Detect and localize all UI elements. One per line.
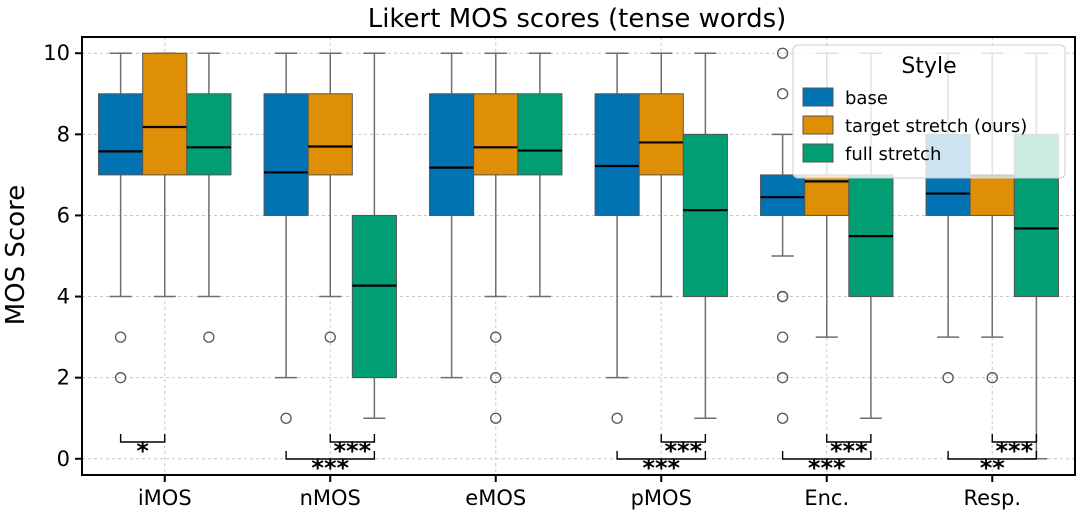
box-group: [517, 52, 563, 298]
box-group: [307, 52, 353, 343]
bracket-line: [781, 451, 872, 460]
box-iqr: [682, 133, 728, 298]
legend-swatch: [802, 143, 834, 163]
box-iqr: [594, 93, 640, 216]
box-series: [98, 47, 1059, 460]
significance-bracket: ***: [991, 434, 1038, 465]
x-tick-label: Enc.: [804, 486, 849, 510]
legend-item: full stretch: [802, 143, 941, 165]
outlier-point: [114, 331, 127, 343]
outlier-point: [776, 372, 789, 384]
y-tick-label: 8: [57, 122, 70, 146]
legend-label: base: [845, 88, 888, 109]
outlier-point: [776, 88, 789, 100]
box-group: [638, 52, 684, 298]
box-iqr: [351, 214, 397, 379]
box-group: [98, 52, 144, 384]
box-iqr: [263, 93, 309, 216]
outlier-point: [776, 290, 789, 303]
y-tick-label: 2: [57, 366, 70, 390]
outlier-point: [114, 372, 127, 384]
bracket-line: [947, 451, 1038, 460]
bracket-line: [616, 451, 707, 460]
box-group: [429, 52, 475, 379]
box-iqr: [517, 93, 563, 176]
box-iqr: [98, 93, 144, 176]
chart-title: Likert MOS scores (tense words): [368, 4, 787, 34]
box-iqr: [760, 174, 806, 216]
outlier-point: [776, 47, 789, 59]
legend-title: Style: [901, 54, 956, 79]
box-iqr: [307, 93, 353, 176]
box-iqr: [429, 93, 475, 216]
legend-item: target stretch (ours): [802, 115, 1027, 137]
y-axis-label: MOS Score: [1, 185, 31, 326]
legend-swatch: [802, 115, 834, 135]
legend-box: [792, 44, 1066, 179]
x-tick-label: eMOS: [465, 486, 526, 510]
outlier-point: [280, 412, 292, 424]
box-group: [682, 52, 728, 419]
box-group: [760, 47, 806, 424]
outlier-point: [490, 372, 502, 384]
significance-label: ***: [664, 437, 702, 465]
box-group: [263, 52, 309, 424]
box-group: [186, 52, 232, 343]
box-group: [594, 52, 640, 424]
bracket-line: [660, 434, 707, 443]
legend: Style base target stretch (ours) full stret…: [792, 44, 1066, 179]
significance-bracket: ***: [616, 451, 707, 482]
box-iqr: [186, 93, 232, 176]
significance-label: ***: [995, 437, 1033, 465]
bracket-line: [285, 451, 376, 460]
box-group: [142, 52, 188, 298]
bracket-line: [119, 434, 166, 443]
legend-swatch: [802, 87, 834, 107]
legend-label: full stretch: [845, 144, 941, 165]
significance-bracket: ***: [826, 434, 872, 465]
significance-label: ***: [830, 437, 868, 465]
box-iqr: [473, 93, 519, 176]
y-tick-label: 6: [57, 203, 70, 227]
bracket-line: [991, 434, 1038, 443]
y-tick-label: 0: [57, 447, 70, 471]
bracket-line: [329, 434, 376, 443]
box-iqr: [969, 174, 1015, 216]
box-iqr: [142, 52, 188, 176]
legend-label: target stretch (ours): [845, 116, 1027, 137]
plot-frame: [81, 36, 1076, 476]
significance-bracket: *: [119, 434, 166, 465]
axes: 0 2 4 6 8 10 iMOS nMOS eMOS pMOS Enc. Resp.: [43, 41, 1021, 510]
y-tick-label: 10: [43, 41, 70, 65]
box-iqr: [638, 93, 684, 176]
x-tick-label: nMOS: [300, 486, 361, 510]
x-tick-label: Resp.: [963, 486, 1021, 510]
outlier-point: [942, 372, 954, 384]
bracket-line: [826, 434, 872, 443]
significance-annotations: * ***********************: [119, 434, 1038, 482]
outlier-point: [324, 331, 336, 343]
y-tick-label: 4: [57, 285, 70, 309]
x-tick-label: iMOS: [138, 486, 192, 510]
outlier-point: [986, 372, 998, 384]
significance-bracket: ***: [660, 434, 707, 465]
x-tick-label: pMOS: [631, 486, 692, 510]
legend-item: base: [802, 87, 888, 109]
significance-bracket: ***: [329, 434, 376, 465]
significance-label: *: [136, 437, 149, 465]
significance-label: ***: [333, 437, 371, 465]
outlier-point: [203, 331, 215, 343]
outlier-point: [490, 412, 502, 424]
outlier-point: [490, 331, 502, 343]
outlier-point: [611, 412, 623, 424]
box-group: [351, 52, 397, 419]
outlier-point: [776, 412, 789, 424]
outlier-point: [776, 331, 789, 343]
